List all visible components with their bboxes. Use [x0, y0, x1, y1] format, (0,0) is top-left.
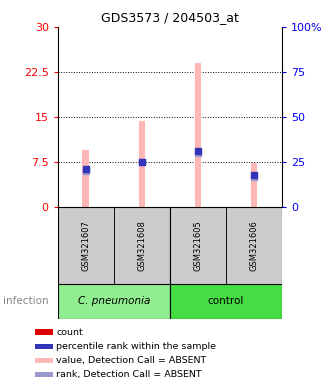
Bar: [251, 164, 257, 207]
Bar: [82, 150, 89, 207]
Text: value, Detection Call = ABSENT: value, Detection Call = ABSENT: [56, 356, 206, 365]
Bar: [35, 344, 53, 349]
Text: rank, Detection Call = ABSENT: rank, Detection Call = ABSENT: [56, 370, 202, 379]
Text: count: count: [56, 328, 83, 337]
Bar: [58, 284, 170, 319]
Bar: [226, 207, 282, 284]
Bar: [170, 207, 226, 284]
Text: GSM321605: GSM321605: [193, 220, 203, 271]
Bar: [35, 358, 53, 363]
Bar: [114, 207, 170, 284]
Bar: [35, 329, 53, 335]
Text: C. pneumonia: C. pneumonia: [78, 296, 150, 306]
Title: GDS3573 / 204503_at: GDS3573 / 204503_at: [101, 11, 239, 24]
Bar: [139, 121, 145, 207]
Bar: [58, 207, 170, 284]
Bar: [195, 63, 201, 207]
Text: control: control: [208, 296, 244, 306]
Text: infection: infection: [3, 296, 49, 306]
Bar: [58, 207, 114, 284]
Text: percentile rank within the sample: percentile rank within the sample: [56, 342, 216, 351]
Text: GSM321608: GSM321608: [137, 220, 147, 271]
Bar: [170, 207, 282, 284]
Bar: [35, 372, 53, 377]
Bar: [170, 284, 282, 319]
Text: GSM321607: GSM321607: [81, 220, 90, 271]
Text: GSM321606: GSM321606: [249, 220, 259, 271]
